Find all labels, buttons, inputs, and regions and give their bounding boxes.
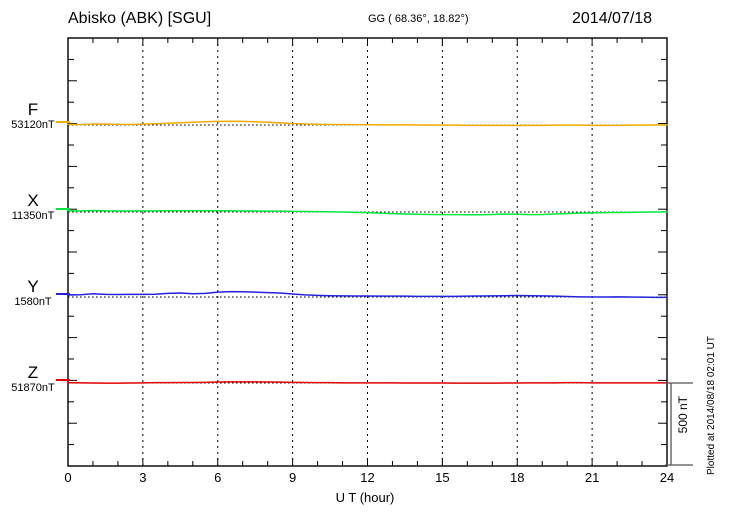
- plot-frame: [67, 37, 668, 467]
- x-tick-label: 18: [510, 470, 525, 485]
- legend-letter-f: F: [27, 100, 39, 119]
- x-tick-label: 3: [139, 470, 147, 485]
- scale-bar: [665, 382, 693, 466]
- legend-item-z: Z 51870nT: [3, 364, 63, 395]
- geographic-coordinates: GG ( 68.36°, 18.82°): [368, 13, 469, 25]
- plotted-at-label: Plotted at 2014/08/18 02:01 UT: [706, 336, 717, 475]
- legend-baseline-y: 1580nT: [14, 296, 52, 308]
- component-traces: [67, 120, 668, 384]
- x-tick-label: 0: [64, 470, 72, 485]
- page-title: Abisko (ABK) [SGU]: [68, 10, 212, 27]
- x-tick-label: 21: [584, 470, 600, 485]
- legend-baseline-f: 53120nT: [11, 119, 55, 131]
- scale-bar-label: 500 nT: [676, 396, 690, 434]
- x-tick-label: 24: [659, 470, 675, 485]
- legend-letter-y: Y: [27, 277, 39, 296]
- legend-baseline-z: 51870nT: [11, 382, 55, 394]
- observation-date: 2014/07/18: [572, 10, 653, 27]
- legend-item-y: Y 1580nT: [3, 278, 63, 309]
- x-tick-label: 9: [289, 470, 297, 485]
- legend-letter-x: X: [27, 191, 39, 210]
- x-axis-title: U T (hour): [335, 490, 395, 505]
- legend-item-x: X 11350nT: [3, 192, 63, 223]
- x-tick-label: 15: [435, 470, 450, 485]
- x-tick-label: 6: [214, 470, 222, 485]
- x-tick-label: 12: [360, 470, 375, 485]
- legend-baseline-x: 11350nT: [11, 210, 55, 222]
- component-baselines: [56, 121, 667, 384]
- plot-gridlines: [142, 38, 593, 466]
- plot-axis-ticks: [67, 37, 668, 467]
- legend-item-f: F 53120nT: [3, 101, 63, 132]
- legend-letter-z: Z: [27, 363, 39, 382]
